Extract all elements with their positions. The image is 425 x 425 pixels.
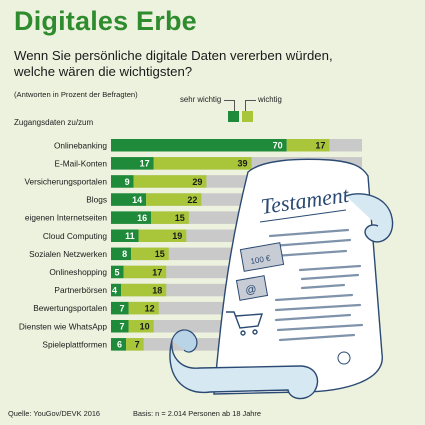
category-label-cloud-computing: Cloud Computing (43, 231, 107, 241)
category-label-onlineshopping: Onlineshopping (49, 267, 107, 277)
shopping-cart-icon (226, 311, 263, 336)
heading-underline (259, 209, 347, 223)
value-label-important-diensten-wie-whatsapp: 10 (140, 322, 150, 332)
bar-very-important-e-mail-konten (111, 157, 154, 170)
document-text-lines (268, 228, 364, 342)
subtitle-line-2: welche wären die wichtigsten? (14, 64, 193, 79)
value-label-very-important-partnerb-rsen: 4 (112, 285, 117, 295)
category-label-diensten-wie-whatsapp: Diensten wie WhatsApp (19, 321, 107, 331)
legend-connector-important-v (245, 100, 246, 111)
seal-icon (337, 351, 351, 365)
svg-text:100 €: 100 € (250, 254, 272, 266)
bar-very-important-bewertungsportalen (111, 301, 129, 315)
value-label-important-sozialen-netzwerken: 15 (155, 249, 165, 259)
bar-important-onlineshopping (123, 265, 167, 279)
source-note: Quelle: YouGov/DEVK 2016 (8, 409, 101, 418)
scroll-top-curl (345, 193, 394, 243)
category-label-blogs: Blogs (86, 195, 107, 205)
legend-swatch-important (242, 111, 253, 122)
bar-important-onlinebanking (286, 139, 330, 152)
value-label-important-eigenen-internetseiten: 15 (175, 213, 185, 223)
bar-important-spieleplattformen (126, 338, 144, 351)
legend-connector-very-important (224, 100, 234, 101)
bar-important-blogs (146, 193, 202, 206)
value-label-important-e-mail-konten: 39 (238, 159, 248, 169)
value-label-important-versicherungsportalen: 29 (192, 177, 202, 187)
category-label-bewertungsportalen: Bewertungsportalen (33, 303, 107, 313)
bar-important-e-mail-konten (153, 157, 252, 170)
value-label-important-spieleplattformen: 7 (135, 340, 140, 350)
bar-very-important-cloud-computing (111, 229, 139, 242)
value-label-important-partnerb-rsen: 18 (152, 285, 162, 295)
value-label-very-important-sozialen-netzwerken: 8 (122, 249, 127, 259)
value-label-very-important-bewertungsportalen: 7 (120, 303, 125, 313)
value-label-very-important-diensten-wie-whatsapp: 7 (120, 322, 125, 332)
category-label-sozialen-netzwerken: Sozialen Netzwerken (29, 249, 107, 259)
value-label-important-blogs: 22 (187, 195, 197, 205)
value-label-very-important-spieleplattformen: 6 (117, 340, 122, 350)
value-label-important-bewertungsportalen: 12 (145, 303, 155, 313)
value-label-very-important-onlineshopping: 5 (115, 267, 120, 277)
subtitle-line-1: Wenn Sie persönliche digitale Daten vere… (14, 48, 333, 63)
svg-text:@: @ (244, 283, 257, 297)
bar-very-important-onlineshopping (111, 265, 124, 279)
value-label-very-important-onlinebanking: 70 (273, 141, 283, 151)
category-label-eigenen-internetseiten: eigenen Internetseiten (25, 213, 107, 223)
basis-note: Basis: n = 2.014 Personen ab 18 Jahre (133, 409, 261, 418)
legend-swatch-very-important (228, 111, 239, 122)
banknote-icon: 100 € (239, 242, 285, 272)
bar-important-sozialen-netzwerken (131, 247, 169, 261)
bar-very-important-versicherungsportalen (111, 175, 134, 188)
value-label-very-important-e-mail-konten: 17 (140, 159, 150, 169)
bar-important-bewertungsportalen (128, 301, 159, 315)
bar-important-eigenen-internetseiten (151, 211, 189, 224)
value-label-very-important-cloud-computing: 11 (125, 231, 135, 241)
email-icon: @ (235, 275, 269, 301)
value-label-very-important-versicherungsportalen: 9 (125, 177, 130, 187)
bar-very-important-onlinebanking (111, 139, 287, 152)
scroll-bottom-roll (171, 329, 198, 353)
category-label-e-mail-konten: E-Mail-Konten (54, 158, 107, 168)
legend-connector-important (245, 100, 256, 101)
value-label-very-important-blogs: 14 (132, 195, 142, 205)
page-title: Digitales Erbe (14, 6, 197, 36)
value-label-important-onlineshopping: 17 (152, 267, 162, 277)
bar-important-versicherungsportalen (133, 175, 207, 188)
bar-very-important-diensten-wie-whatsapp (111, 320, 129, 333)
legend-connector-very-important-v (234, 100, 235, 111)
value-label-very-important-eigenen-internetseiten: 16 (137, 213, 147, 223)
category-label-onlinebanking: Onlinebanking (54, 140, 107, 150)
bar-important-partnerb-rsen (121, 283, 167, 297)
bar-very-important-eigenen-internetseiten (111, 211, 152, 224)
bar-very-important-sozialen-netzwerken (111, 247, 132, 261)
bar-very-important-partnerb-rsen (111, 283, 122, 297)
category-label-spieleplattformen: Spieleplattformen (42, 339, 107, 349)
unit-note: (Antworten in Prozent der Befragten) (14, 90, 138, 99)
legend-label-very-important: sehr wichtig (180, 95, 222, 104)
value-label-important-onlinebanking: 17 (315, 141, 325, 151)
bar-important-diensten-wie-whatsapp (128, 320, 154, 333)
legend-label-important: wichtig (258, 95, 282, 104)
bar-very-important-spieleplattformen (111, 338, 127, 351)
bar-very-important-blogs (111, 193, 147, 206)
category-label-versicherungsportalen: Versicherungsportalen (24, 176, 107, 186)
value-label-important-cloud-computing: 19 (172, 231, 182, 241)
scroll-bottom-curl (169, 339, 319, 400)
category-label-partnerb-rsen: Partnerbörsen (54, 285, 107, 295)
bar-important-cloud-computing (138, 229, 187, 242)
axis-caption: Zugangsdaten zu/zum (14, 118, 94, 127)
testament-illustration: Testament 100 € @ (169, 158, 394, 400)
